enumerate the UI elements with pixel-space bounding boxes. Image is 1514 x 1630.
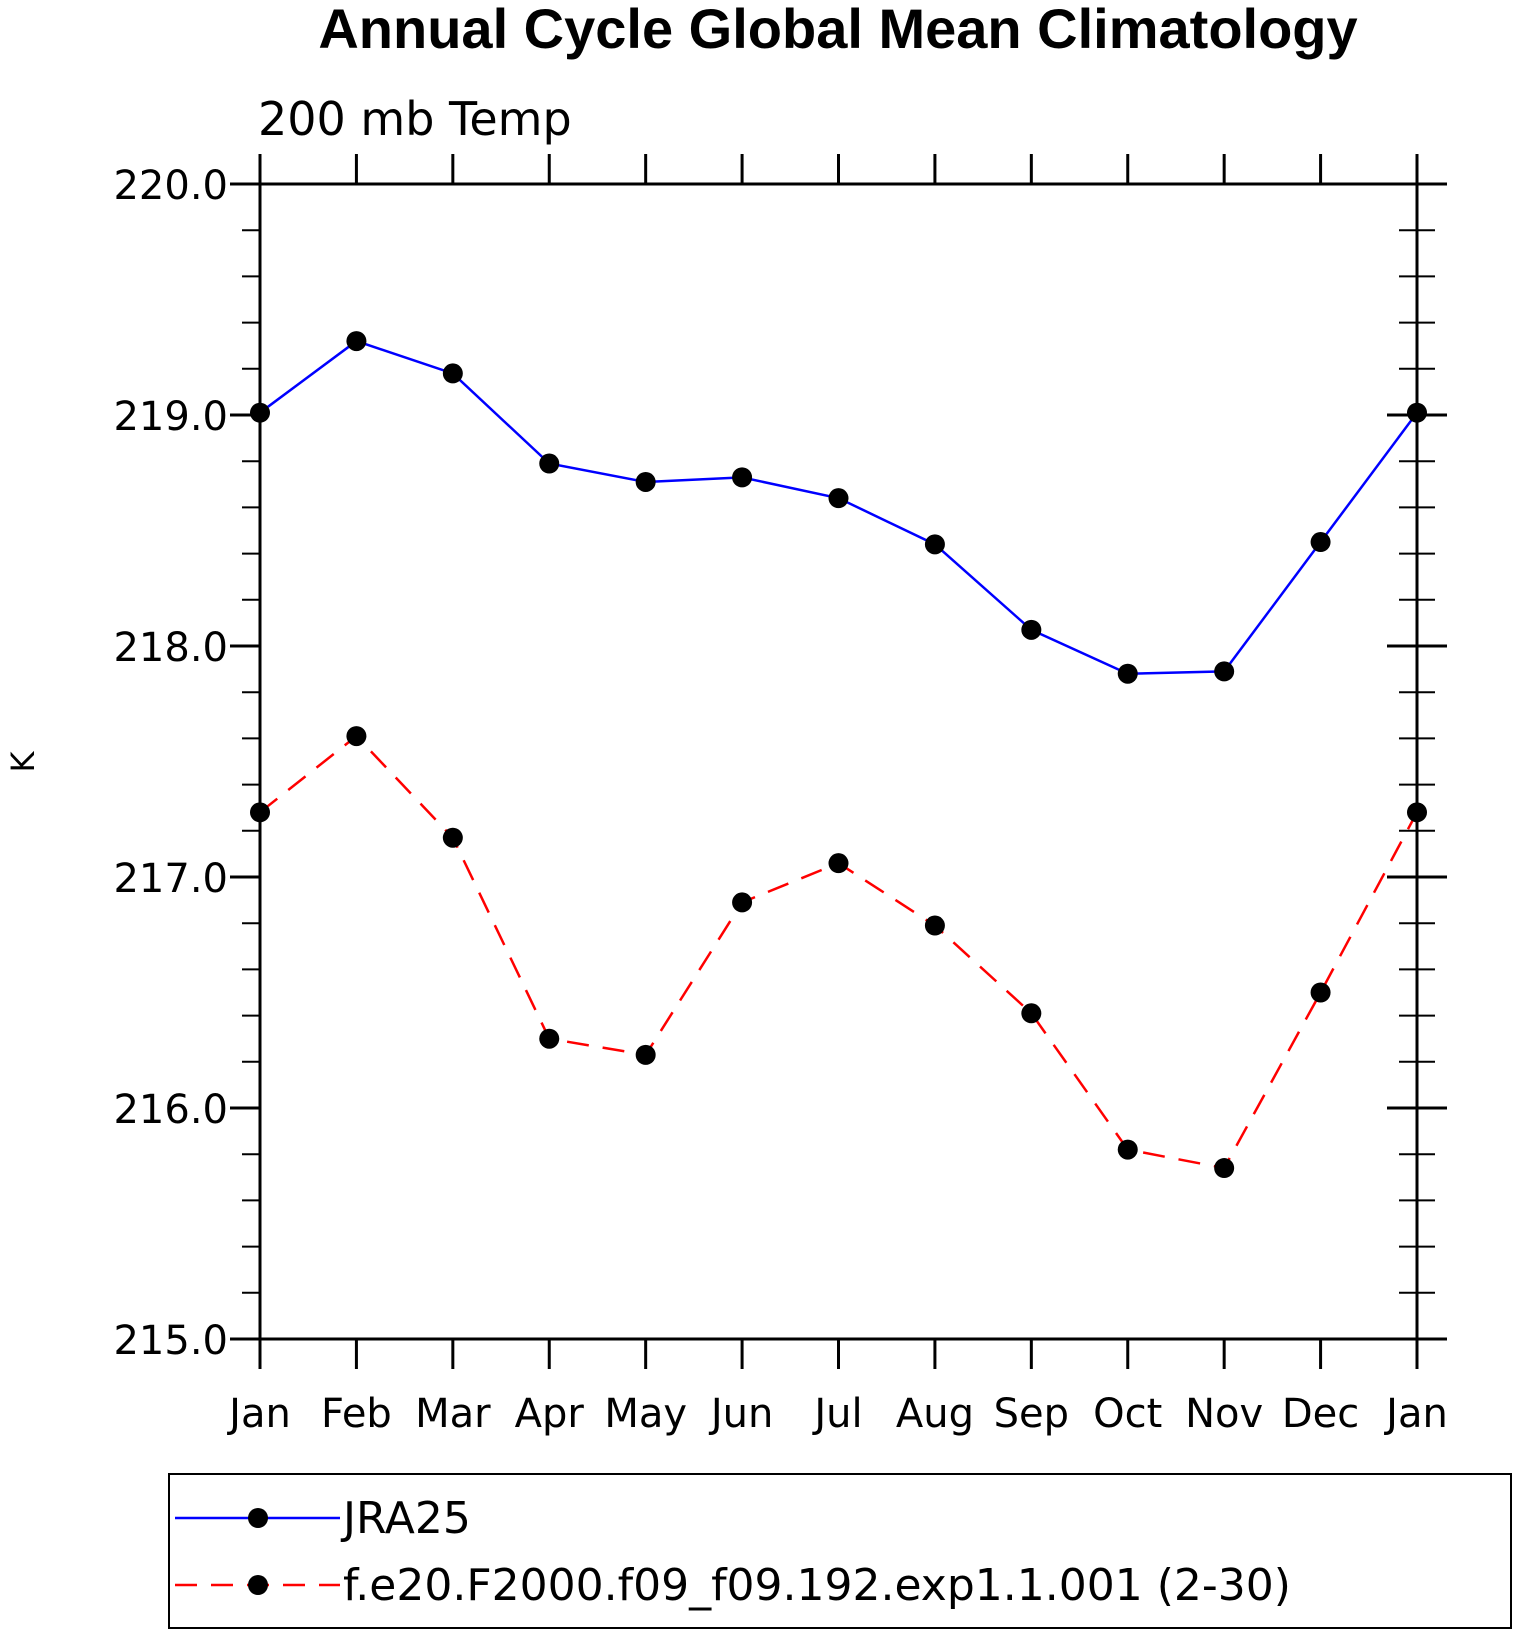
legend-label-jra25: JRA25 (340, 1493, 471, 1544)
x-tick-label: Jul (811, 1391, 862, 1437)
chart-title: Annual Cycle Global Mean Climatology (318, 0, 1357, 60)
y-tick-label: 216.0 (113, 1087, 228, 1133)
y-tick-label: 218.0 (113, 625, 228, 671)
x-tick-label: Aug (896, 1391, 974, 1437)
legend: JRA25 f.e20.F2000.f09_f09.192.exp1.1.001… (168, 1473, 1512, 1629)
y-tick-label: 219.0 (113, 394, 228, 440)
data-point (828, 488, 849, 509)
x-tick-label: Nov (1185, 1391, 1263, 1437)
data-point (1310, 532, 1331, 553)
x-tick-label: Oct (1093, 1391, 1162, 1437)
x-tick-label: Jan (226, 1391, 291, 1437)
axis-ticks (230, 154, 1447, 1369)
data-point (1407, 802, 1427, 823)
data-point (1117, 1139, 1138, 1160)
x-tick-label: Feb (321, 1391, 392, 1437)
data-point (250, 402, 270, 423)
data-point (1214, 1158, 1235, 1179)
y-tick-labels: 215.0 216.0 217.0 218.0 219.0 220.0 (113, 163, 228, 1364)
data-point (346, 331, 367, 352)
data-point (250, 802, 270, 823)
y-axis-label: K (4, 750, 42, 772)
data-series (250, 331, 1427, 1179)
data-point (732, 467, 753, 488)
x-tick-label: Sep (994, 1391, 1069, 1437)
data-point (442, 827, 463, 848)
x-tick-label: May (604, 1391, 687, 1437)
data-point (539, 1028, 560, 1049)
data-point (1310, 982, 1331, 1003)
plot-frame (258, 182, 1419, 1341)
series-line-model (259, 734, 1419, 1170)
legend-marker-jra25 (248, 1508, 268, 1528)
y-tick-label: 215.0 (113, 1318, 228, 1364)
data-point (828, 853, 849, 874)
data-point (346, 726, 367, 747)
legend-box (168, 1473, 1512, 1629)
x-tick-labels: Jan Feb Mar Apr May Jun Jul Aug Sep Oct Nov Dec Jan (226, 1391, 1448, 1437)
x-tick-label: Jun (708, 1391, 774, 1437)
data-point (1117, 663, 1138, 684)
data-point (1214, 661, 1235, 682)
x-tick-label: Apr (515, 1391, 585, 1437)
data-point (442, 363, 463, 384)
data-point (539, 453, 560, 474)
data-point (924, 534, 945, 555)
data-point (732, 892, 753, 913)
y-tick-label: 217.0 (113, 856, 228, 902)
data-point (1407, 402, 1427, 423)
chart-subtitle: 200 mb Temp (258, 92, 572, 146)
data-point (635, 471, 656, 492)
x-tick-label: Mar (415, 1391, 491, 1437)
x-tick-label: Jan (1383, 1391, 1448, 1437)
data-point (1021, 619, 1042, 640)
data-point (1021, 1003, 1042, 1024)
x-tick-label: Dec (1282, 1391, 1359, 1437)
legend-marker-model (248, 1575, 268, 1595)
y-tick-label: 220.0 (113, 163, 228, 209)
legend-label-model: f.e20.F2000.f09_f09.192.exp1.1.001 (2-30… (343, 1560, 1291, 1611)
data-point (924, 915, 945, 936)
data-point (635, 1044, 656, 1065)
